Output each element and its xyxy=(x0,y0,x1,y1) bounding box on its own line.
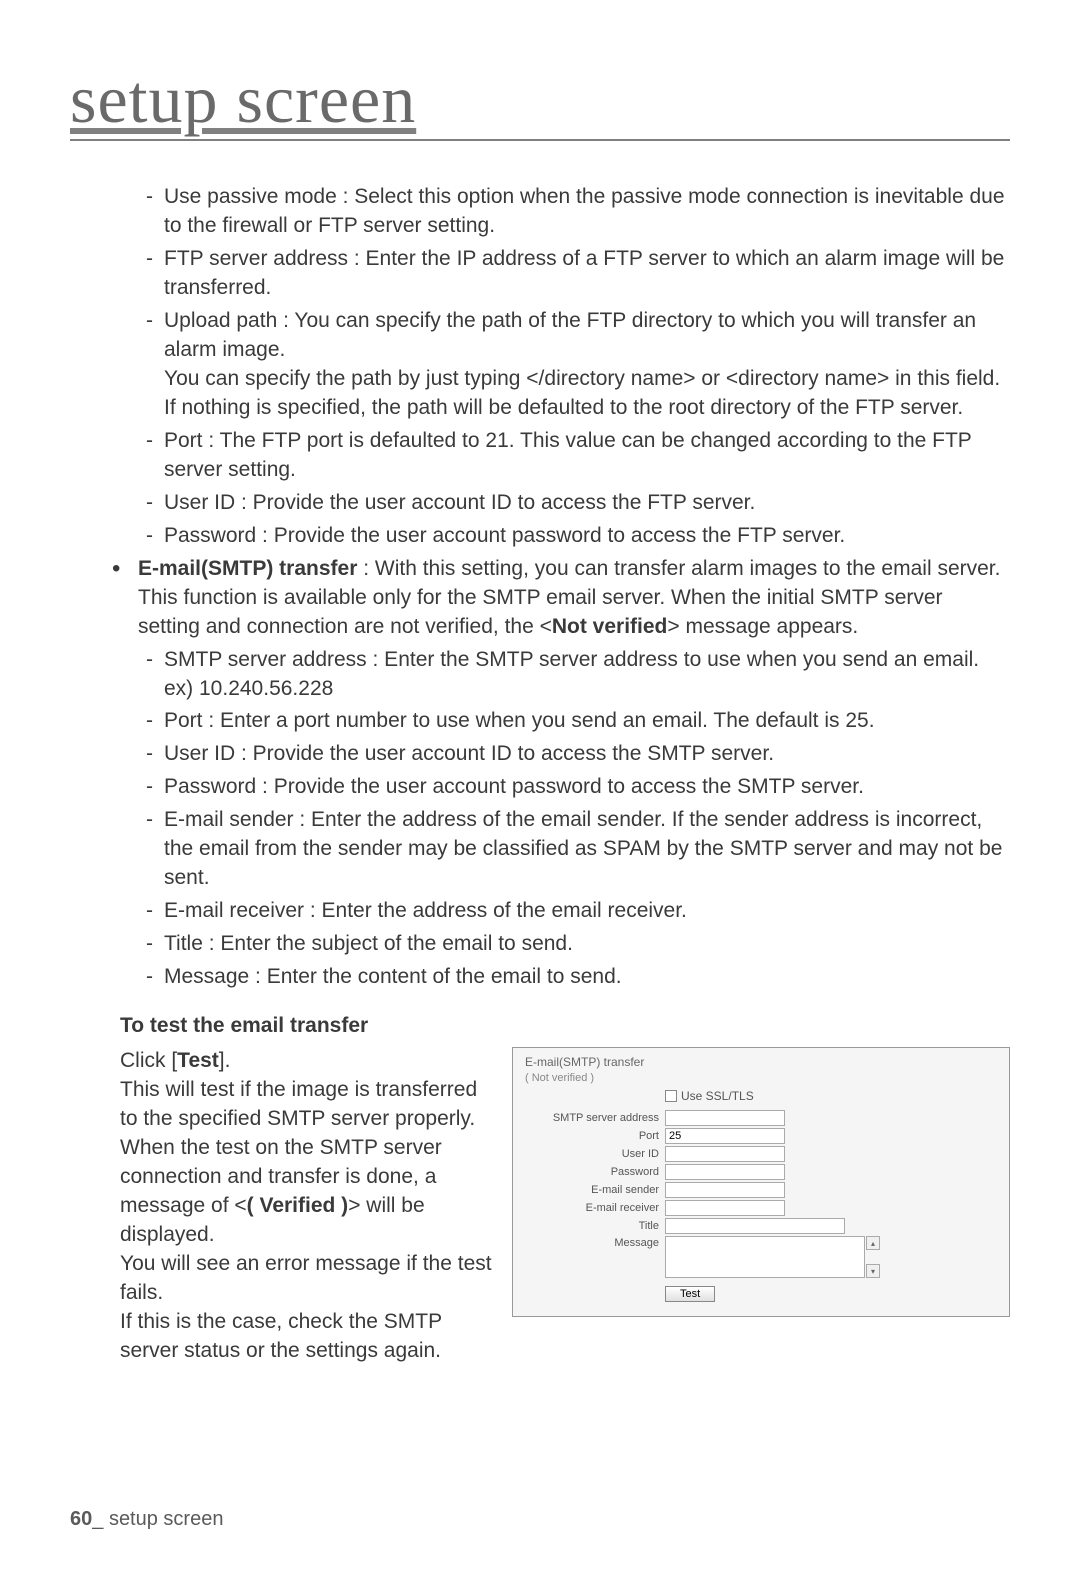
smtp-address-line2: ex) 10.240.56.228 xyxy=(164,677,333,700)
test-p1a: Click [ xyxy=(120,1049,177,1072)
ftp-passive: Use passive mode : Select this option wh… xyxy=(146,183,1010,241)
scroll-down-icon[interactable]: ▾ xyxy=(866,1264,880,1278)
smtp-userid: User ID : Provide the user account ID to… xyxy=(146,740,1010,769)
row-userid: User ID xyxy=(525,1146,997,1162)
label-sender: E-mail sender xyxy=(525,1183,665,1198)
smtp-list: SMTP server address : Enter the SMTP ser… xyxy=(138,646,1010,993)
ftp-upload-line2: You can specify the path by just typing … xyxy=(164,367,1000,390)
ssl-checkbox[interactable] xyxy=(665,1090,677,1102)
test-p1b: Test xyxy=(177,1049,219,1072)
scrollbar: ▴ ▾ xyxy=(866,1236,880,1278)
form-status: ( Not verified ) xyxy=(525,1071,997,1086)
form-legend: E-mail(SMTP) transfer xyxy=(525,1054,644,1071)
label-port: Port xyxy=(525,1129,665,1144)
test-heading: To test the email transfer xyxy=(120,1012,1010,1041)
row-server: SMTP server address xyxy=(525,1110,997,1126)
test-button[interactable]: Test xyxy=(665,1286,715,1302)
row-title: Title xyxy=(525,1218,997,1234)
smtp-heading-tail: > message appears. xyxy=(667,615,858,638)
page-title: setup screen xyxy=(70,60,1010,141)
ftp-port: Port : The FTP port is defaulted to 21. … xyxy=(146,427,1010,485)
ftp-address: FTP server address : Enter the IP addres… xyxy=(146,245,1010,303)
row-port: Port xyxy=(525,1128,997,1144)
smtp-receiver: E-mail receiver : Enter the address of t… xyxy=(146,897,1010,926)
page-footer: 60_ setup screen xyxy=(70,1508,223,1531)
test-p2b: ( Verified ) xyxy=(247,1194,349,1217)
input-message[interactable] xyxy=(665,1236,865,1278)
smtp-not-verified: Not verified xyxy=(552,615,668,638)
input-sender[interactable] xyxy=(665,1182,785,1198)
input-userid[interactable] xyxy=(665,1146,785,1162)
smtp-address-line1: SMTP server address : Enter the SMTP ser… xyxy=(164,648,979,671)
ftp-upload: Upload path : You can specify the path o… xyxy=(146,307,1010,423)
label-userid: User ID xyxy=(525,1147,665,1162)
smtp-form-box: E-mail(SMTP) transfer ( Not verified ) U… xyxy=(512,1047,1010,1317)
smtp-message: Message : Enter the content of the email… xyxy=(146,963,1010,992)
smtp-address: SMTP server address : Enter the SMTP ser… xyxy=(146,646,1010,704)
smtp-title: Title : Enter the subject of the email t… xyxy=(146,930,1010,959)
input-title[interactable] xyxy=(665,1218,845,1234)
content-area: Use passive mode : Select this option wh… xyxy=(70,183,1010,1366)
ftp-upload-line3: If nothing is specified, the path will b… xyxy=(164,396,963,419)
row-sender: E-mail sender xyxy=(525,1182,997,1198)
ssl-row[interactable]: Use SSL/TLS xyxy=(665,1088,997,1105)
test-two-col: Click [Test]. This will test if the imag… xyxy=(120,1047,1010,1366)
ftp-list: Use passive mode : Select this option wh… xyxy=(120,183,1010,551)
page-number: 60 xyxy=(70,1508,92,1530)
input-receiver[interactable] xyxy=(665,1200,785,1216)
label-message: Message xyxy=(525,1236,665,1251)
ftp-upload-line1: Upload path : You can specify the path o… xyxy=(164,309,976,361)
row-password: Password xyxy=(525,1164,997,1180)
smtp-heading-bold: E-mail(SMTP) transfer xyxy=(138,557,357,580)
label-server: SMTP server address xyxy=(525,1111,665,1126)
label-title: Title xyxy=(525,1219,665,1234)
row-message: Message ▴ ▾ xyxy=(525,1236,997,1278)
ftp-userid: User ID : Provide the user account ID to… xyxy=(146,489,1010,518)
label-password: Password xyxy=(525,1165,665,1180)
row-receiver: E-mail receiver xyxy=(525,1200,997,1216)
footer-label: setup screen xyxy=(109,1508,224,1530)
smtp-section: E-mail(SMTP) transfer : With this settin… xyxy=(120,555,1010,993)
input-port[interactable] xyxy=(665,1128,785,1144)
test-p3: You will see an error message if the tes… xyxy=(120,1252,492,1304)
smtp-sender: E-mail sender : Enter the address of the… xyxy=(146,806,1010,893)
label-receiver: E-mail receiver xyxy=(525,1201,665,1216)
smtp-port: Port : Enter a port number to use when y… xyxy=(146,707,1010,736)
input-password[interactable] xyxy=(665,1164,785,1180)
input-server[interactable] xyxy=(665,1110,785,1126)
smtp-password: Password : Provide the user account pass… xyxy=(146,773,1010,802)
smtp-form-screenshot: E-mail(SMTP) transfer ( Not verified ) U… xyxy=(512,1047,1010,1366)
ssl-label: Use SSL/TLS xyxy=(681,1088,754,1105)
test-p4: If this is the case, check the SMTP serv… xyxy=(120,1310,442,1362)
test-p1c: ]. xyxy=(219,1049,231,1072)
scroll-up-icon[interactable]: ▴ xyxy=(866,1236,880,1250)
ftp-password: Password : Provide the user account pass… xyxy=(146,522,1010,551)
footer-sep: _ xyxy=(92,1508,103,1530)
test-text: Click [Test]. This will test if the imag… xyxy=(120,1047,500,1366)
